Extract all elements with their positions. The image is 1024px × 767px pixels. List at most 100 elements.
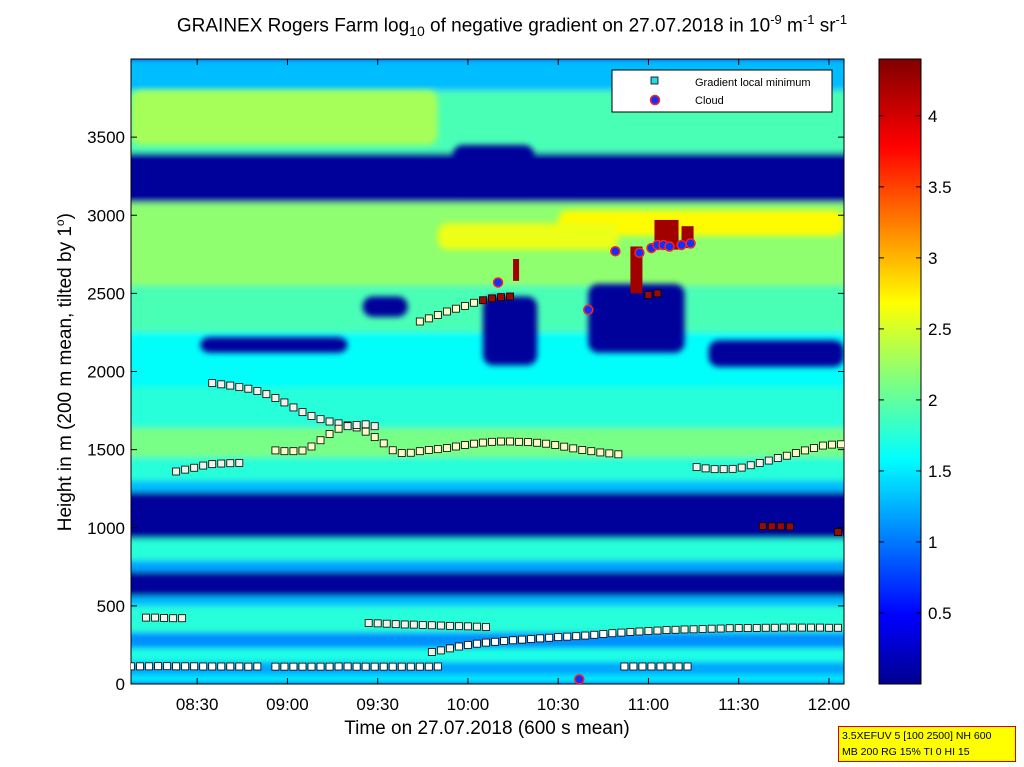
gradient-minimum-marker — [773, 454, 782, 462]
heatmap-band — [131, 246, 844, 286]
gradient-minimum-marker — [400, 620, 409, 629]
heatmap-patch — [200, 337, 348, 353]
gradient-minimum-marker — [488, 294, 496, 303]
x-tick-label: 08:30 — [176, 695, 219, 714]
gradient-minimum-marker — [470, 298, 478, 307]
legend-marker-cloud — [649, 94, 661, 106]
gradient-minimum-marker — [692, 463, 701, 472]
gradient-minimum-marker — [217, 459, 226, 468]
gradient-minimum-marker — [142, 613, 150, 622]
gradient-minimum-marker — [352, 662, 361, 671]
gradient-minimum-marker — [424, 314, 433, 323]
gradient-minimum-marker — [361, 427, 370, 436]
gradient-minimum-marker — [497, 293, 505, 302]
gradient-minimum-marker — [620, 662, 629, 671]
gradient-minimum-marker — [253, 662, 262, 671]
gradient-minimum-marker — [280, 398, 289, 407]
gradient-minimum-marker — [509, 636, 517, 645]
gradient-minimum-marker — [506, 437, 514, 446]
gradient-minimum-marker — [226, 459, 235, 468]
gradient-minimum-marker — [397, 449, 406, 457]
gradient-minimum-marker — [181, 465, 190, 474]
gradient-minimum-marker — [427, 621, 436, 630]
info-box-line-1: 3.5XEFUV 5 [100 2500] NH 600 — [842, 730, 992, 742]
gradient-minimum-marker — [455, 642, 463, 651]
gradient-minimum-marker — [364, 619, 373, 627]
gradient-minimum-marker — [506, 292, 514, 301]
heatmap-band — [131, 457, 844, 481]
y-tick-label: 1500 — [87, 441, 125, 460]
gradient-minimum-marker — [515, 437, 523, 446]
colorbar-tick-label: 0.5 — [928, 604, 952, 623]
gradient-minimum-marker — [828, 440, 836, 449]
info-box: 3.5XEFUV 5 [100 2500] NH 600 MB 200 RG 1… — [838, 726, 1016, 762]
gradient-minimum-marker — [680, 625, 689, 634]
legend: Gradient local minimum Cloud — [611, 69, 833, 113]
gradient-minimum-marker — [226, 381, 235, 390]
gradient-minimum-marker — [199, 461, 208, 470]
gradient-minimum-marker — [415, 447, 424, 456]
heatmap-band — [131, 480, 844, 492]
gradient-minimum-marker — [482, 623, 490, 631]
chart-title: GRAINEX Rogers Farm log10 of negative gr… — [176, 12, 848, 40]
gradient-minimum-marker — [560, 442, 569, 451]
gradient-minimum-marker — [482, 638, 490, 647]
gradient-minimum-marker — [154, 662, 162, 671]
gradient-minimum-marker — [470, 439, 478, 448]
y-tick-label: 1000 — [87, 519, 125, 538]
gradient-minimum-marker — [716, 624, 725, 633]
gradient-minimum-marker — [770, 623, 779, 632]
gradient-minimum-marker — [436, 621, 445, 630]
gradient-minimum-marker — [782, 451, 791, 460]
gradient-minimum-marker — [271, 446, 280, 455]
gradient-minimum-marker — [743, 624, 752, 632]
gradient-minimum-marker — [271, 394, 280, 402]
gradient-minimum-marker — [334, 424, 343, 433]
gradient-minimum-marker — [388, 662, 397, 671]
cloud-marker — [492, 277, 504, 288]
gradient-minimum-marker — [707, 624, 716, 633]
gradient-minimum-marker — [554, 633, 563, 642]
data-markers — [131, 238, 844, 684]
gradient-minimum-marker — [542, 439, 551, 448]
y-tick-label: 2000 — [87, 363, 125, 382]
gradient-minimum-marker — [253, 387, 262, 395]
gradient-minimum-marker — [644, 291, 653, 299]
gradient-minimum-marker — [761, 623, 770, 632]
gradient-minimum-marker — [409, 620, 418, 629]
gradient-minimum-marker — [190, 463, 199, 472]
gradient-minimum-marker — [244, 384, 253, 393]
y-tick-label: 2500 — [87, 284, 125, 303]
gradient-minimum-marker — [518, 635, 526, 644]
gradient-minimum-marker — [461, 301, 469, 310]
x-tick-label: 12:00 — [808, 695, 851, 714]
gradient-minimum-marker — [181, 662, 190, 671]
gradient-minimum-marker — [746, 461, 755, 470]
gradient-minimum-marker — [452, 442, 460, 451]
gradient-minimum-marker — [473, 622, 481, 631]
cloud-marker — [676, 239, 687, 251]
heatmap — [131, 59, 844, 684]
gradient-minimum-marker — [843, 528, 844, 537]
colorbar-tick-label: 1.5 — [928, 462, 952, 481]
gradient-minimum-marker — [379, 439, 388, 448]
gradient-minimum-marker — [352, 421, 361, 429]
x-tick-label: 10:00 — [447, 695, 490, 714]
gradient-minimum-marker — [644, 627, 653, 635]
gradient-minimum-marker — [807, 623, 815, 632]
gradient-minimum-marker — [151, 613, 159, 622]
gradient-minimum-marker — [418, 621, 427, 629]
gradient-minimum-marker — [810, 444, 818, 452]
y-tick-label: 500 — [97, 597, 125, 616]
gradient-minimum-marker — [136, 662, 144, 671]
gradient-minimum-marker — [461, 441, 469, 449]
gradient-minimum-marker — [653, 289, 662, 298]
gradient-minimum-marker — [406, 448, 415, 457]
y-tick-label: 3000 — [87, 206, 125, 225]
heatmap-patch — [437, 223, 619, 250]
gradient-minimum-marker — [361, 420, 370, 429]
gradient-minimum-marker — [316, 436, 325, 445]
x-tick-label: 09:00 — [266, 695, 309, 714]
gradient-minimum-marker — [244, 662, 253, 671]
gradient-minimum-marker — [536, 634, 545, 643]
